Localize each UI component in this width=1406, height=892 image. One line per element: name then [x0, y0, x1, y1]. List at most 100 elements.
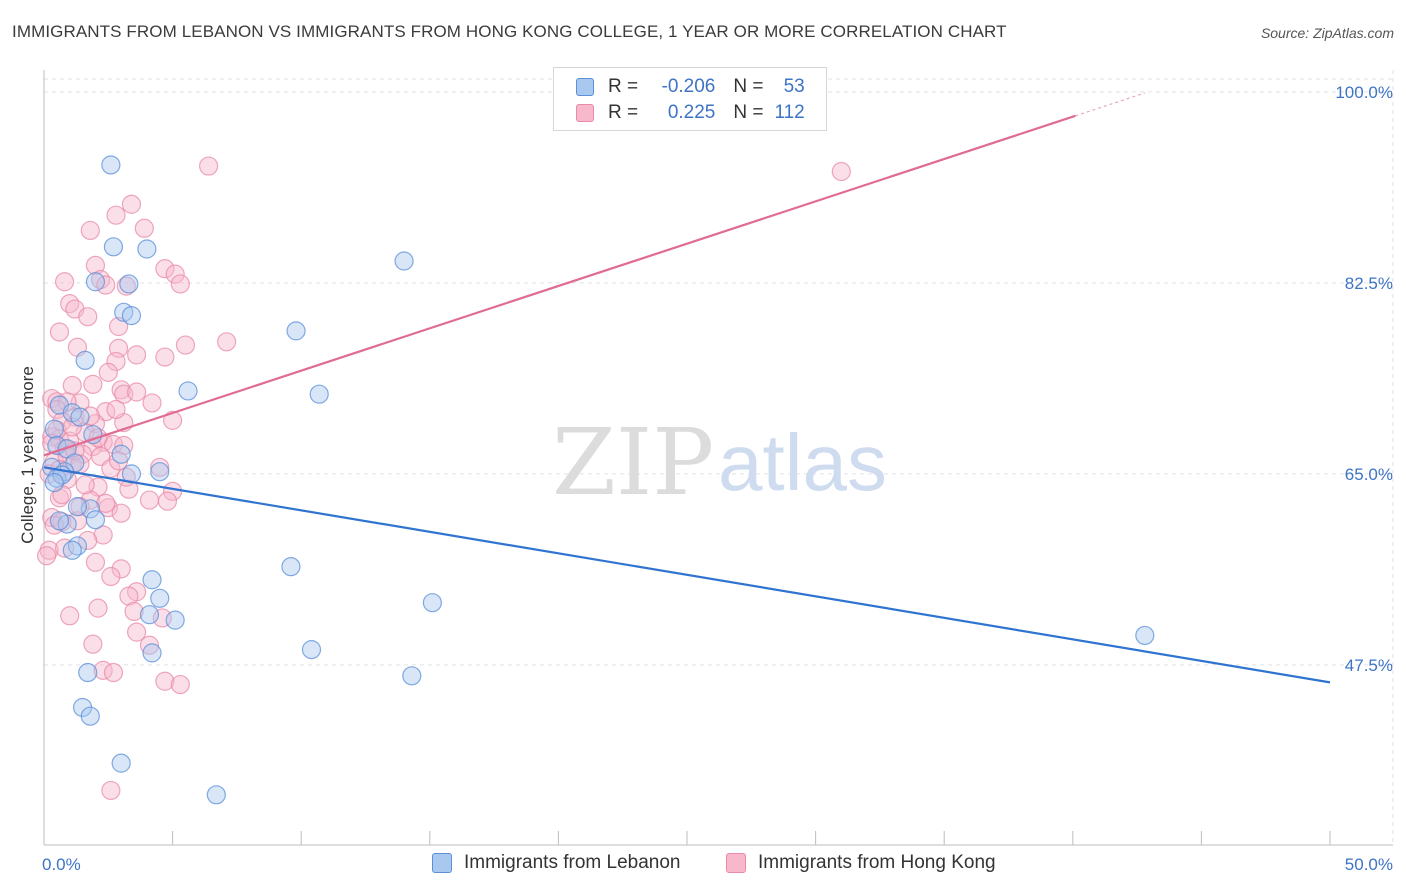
y-tick-label: 100.0% — [1335, 83, 1393, 102]
hongkong-point — [217, 332, 237, 352]
legend-swatch-hongkong — [576, 104, 594, 122]
lebanon-point — [309, 384, 329, 404]
lebanon-point — [119, 274, 139, 294]
lebanon-point — [142, 570, 162, 590]
lebanon-point — [101, 155, 121, 175]
hongkong-trend-line — [43, 114, 1076, 457]
x-tick-label: 0.0% — [42, 855, 81, 874]
hongkong-point — [83, 634, 103, 654]
hongkong-point — [111, 503, 131, 523]
hongkong-point — [78, 307, 98, 327]
lebanon-point — [121, 305, 142, 326]
lebanon-point — [150, 588, 170, 608]
hongkong-point — [116, 276, 136, 296]
lebanon-point — [139, 605, 160, 625]
lebanon-point — [67, 497, 88, 517]
hongkong-point — [78, 530, 98, 551]
legend-r-label: R = — [608, 76, 644, 97]
lebanon-points — [42, 155, 1155, 805]
lebanon-point — [114, 302, 134, 322]
hongkong-point — [142, 393, 162, 413]
hongkong-point — [60, 293, 80, 314]
y-tick-label: 82.5% — [1345, 274, 1393, 293]
hongkong-point — [101, 566, 121, 587]
lebanon-point — [70, 407, 90, 427]
watermark: ZIP atlas — [552, 409, 887, 516]
hongkong-point — [101, 780, 121, 801]
hongkong-point — [155, 259, 175, 279]
lebanon-point — [42, 457, 62, 477]
hongkong-point — [119, 479, 139, 499]
lebanon-point — [44, 419, 64, 439]
lebanon-point — [85, 272, 106, 292]
lebanon-point — [78, 662, 98, 683]
hongkong-trend-extension — [1075, 92, 1146, 117]
lebanon-point — [57, 514, 77, 534]
hongkong-point — [106, 205, 126, 225]
lebanon-point — [83, 424, 103, 445]
hongkong-point — [126, 382, 147, 402]
lebanon-point — [165, 610, 185, 630]
hongkong-point — [103, 662, 124, 683]
hongkong-point — [108, 316, 129, 337]
hongkong-point — [88, 598, 108, 618]
hongkong-point — [62, 375, 82, 396]
legend-row-hongkong: R = 0.225 N = 112 — [576, 102, 805, 124]
y-tick-label: 47.5% — [1345, 656, 1393, 675]
hongkong-point — [75, 475, 95, 495]
axes — [43, 70, 1393, 846]
lebanon-point — [137, 239, 157, 259]
hongkong-point — [150, 457, 170, 477]
legend-r-value: -0.206 — [661, 76, 716, 97]
hongkong-point — [157, 491, 178, 511]
hongkong-points — [36, 156, 851, 801]
series-label-hongkong: Immigrants from Hong Kong — [758, 852, 996, 873]
lebanon-point — [206, 785, 226, 805]
series-legend-lebanon[interactable]: Immigrants from Lebanon — [432, 852, 681, 874]
hongkong-point — [36, 546, 57, 566]
hongkong-point — [106, 399, 126, 420]
chart-source: Source: ZipAtlas.com — [1260, 25, 1394, 41]
hongkong-point — [121, 194, 142, 214]
hongkong-point — [155, 671, 175, 691]
lebanon-point — [85, 510, 106, 530]
lebanon-point — [1135, 625, 1155, 646]
hongkong-point — [57, 392, 77, 412]
lebanon-point — [281, 557, 301, 577]
hongkong-point — [111, 559, 131, 579]
lebanon-point — [301, 640, 322, 660]
lebanon-point — [75, 350, 95, 370]
x-tick-label: 50.0% — [1345, 855, 1393, 874]
lebanon-point — [111, 753, 131, 773]
hongkong-point — [165, 264, 185, 284]
series-swatch-lebanon — [432, 853, 452, 873]
hongkong-point — [85, 552, 106, 572]
legend-n-label: N = — [733, 76, 769, 97]
hongkong-point — [170, 674, 190, 695]
hongkong-point — [54, 272, 75, 292]
hongkong-point — [831, 161, 851, 182]
hongkong-point — [175, 335, 196, 355]
series-legend-hongkong[interactable]: Immigrants from Hong Kong — [726, 852, 996, 874]
hongkong-point — [49, 488, 70, 508]
hongkong-point — [60, 606, 80, 626]
hongkong-point — [47, 392, 67, 412]
legend-r-value: 0.225 — [667, 102, 716, 123]
lebanon-point — [142, 643, 162, 663]
correlation-legend: R = -0.206 N = 53 R = 0.225 N = 112 — [553, 67, 827, 131]
hongkong-point — [199, 156, 219, 176]
chart-title: IMMIGRANTS FROM LEBANON VS IMMIGRANTS FR… — [12, 22, 1007, 41]
hongkong-point — [83, 374, 103, 394]
hongkong-point — [98, 362, 118, 382]
lebanon-point — [111, 444, 131, 464]
lebanon-point — [178, 381, 198, 401]
hongkong-point — [85, 255, 106, 275]
lebanon-point — [286, 321, 306, 341]
watermark-zip: ZIP — [552, 409, 714, 516]
hongkong-point — [80, 220, 100, 241]
legend-n-label: N = — [733, 102, 769, 123]
lebanon-trend-line — [43, 466, 1331, 684]
lebanon-point — [394, 251, 414, 271]
y-tick-label: 65.0% — [1345, 465, 1393, 484]
